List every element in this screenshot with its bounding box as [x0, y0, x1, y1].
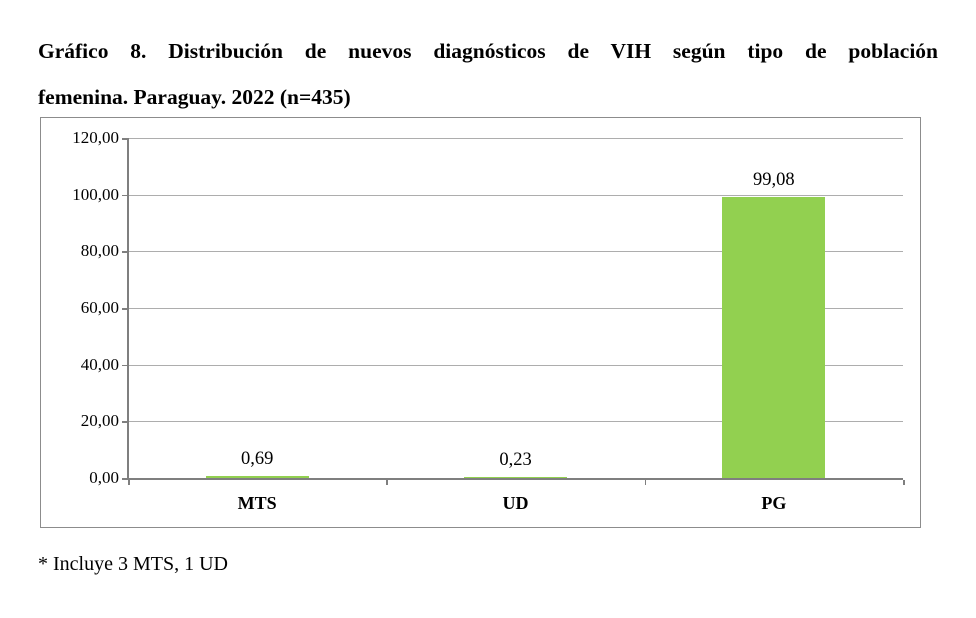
- y-tick-mark: [122, 194, 128, 197]
- y-gridline: [128, 421, 903, 423]
- y-gridline: [128, 194, 903, 196]
- y-tick-mark: [122, 138, 128, 140]
- figure-caption: Gráfico 8. Distribución de nuevos diagnó…: [38, 28, 938, 120]
- x-category-label: PG: [761, 493, 787, 513]
- x-tick-mark: [903, 480, 905, 485]
- x-tick-mark: [386, 480, 388, 485]
- x-axis-line: [127, 478, 903, 480]
- y-tick-label: 120,00: [72, 128, 119, 147]
- bar-value-label: 0,69: [240, 449, 274, 470]
- bar-chart: 0,00 20,00 40,00 60,00 80,00 100,00 120,00 0,69…: [40, 117, 921, 528]
- y-gridline: [128, 138, 903, 139]
- y-tick-mark: [122, 251, 128, 253]
- y-gridline: [128, 364, 903, 366]
- bar-ud: [463, 477, 568, 478]
- y-tick-mark: [122, 478, 128, 480]
- y-tick-label: 20,00: [80, 411, 119, 431]
- x-tick-mark: [128, 480, 130, 485]
- y-gridline: [128, 251, 903, 253]
- bar-pg: [722, 197, 826, 478]
- figure-caption-line2: femenina. Paraguay. 2022 (n=435): [38, 85, 351, 109]
- y-tick-label: 60,00: [80, 298, 119, 317]
- y-tick-label: 100,00: [72, 184, 119, 204]
- y-tick-mark: [122, 308, 128, 310]
- x-tick-mark: [644, 480, 647, 485]
- y-tick-mark: [122, 364, 128, 367]
- bar-mts: [205, 476, 309, 478]
- bar-value-label: 99,08: [753, 170, 795, 191]
- y-tick-label: 80,00: [80, 241, 119, 261]
- bar-value-label: 0,23: [499, 450, 532, 471]
- y-tick-label: 40,00: [80, 354, 119, 374]
- x-category-label: MTS: [237, 493, 277, 513]
- y-tick-mark: [122, 421, 128, 423]
- y-axis-line: [127, 138, 129, 480]
- y-gridline: [128, 308, 903, 309]
- footnote: * Incluye 3 MTS, 1 UD: [38, 553, 228, 575]
- figure-caption-line1: Gráfico 8. Distribución de nuevos diagnó…: [38, 39, 938, 63]
- y-tick-label: 0,00: [89, 468, 119, 487]
- x-category-label: UD: [502, 493, 529, 513]
